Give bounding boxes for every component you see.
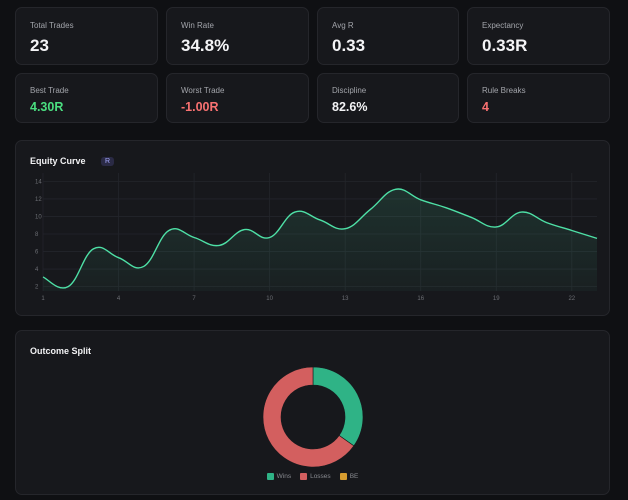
x-tick-label: 1 — [41, 296, 45, 302]
stat-label: Total Trades — [30, 21, 74, 30]
stat-card-worst-trade: Worst Trade -1.00R — [166, 73, 309, 123]
y-tick-label: 8 — [35, 232, 39, 238]
legend-item-wins[interactable]: Wins — [266, 473, 292, 480]
legend-item-be[interactable]: BE — [339, 473, 359, 480]
equity-point[interactable] — [316, 216, 324, 224]
stat-label: Expectancy — [482, 21, 524, 30]
stat-card-discipline: Discipline 82.6% — [317, 73, 459, 123]
equity-point[interactable] — [64, 283, 72, 291]
outcome-donut-chart[interactable] — [16, 331, 611, 471]
equity-point[interactable] — [467, 213, 475, 221]
y-tick-label: 12 — [35, 197, 42, 203]
equity-point[interactable] — [543, 219, 551, 227]
equity-point[interactable] — [215, 241, 223, 249]
x-tick-label: 22 — [568, 296, 575, 302]
equity-point[interactable] — [89, 245, 97, 253]
equity-point[interactable] — [392, 185, 400, 193]
equity-point[interactable] — [568, 226, 576, 234]
stat-card-expectancy: Expectancy 0.33R — [467, 7, 610, 65]
stat-value: 0.33 — [332, 36, 366, 55]
stat-card-win-rate: Win Rate 34.8% — [166, 7, 309, 65]
legend-swatch — [266, 473, 274, 480]
stat-value: 34.8% — [181, 36, 230, 55]
stat-value: 23 — [30, 36, 49, 55]
equity-point[interactable] — [517, 208, 525, 216]
equity-curve-card: Equity Curve R 2 4 6 8 10 12 14 1 4 7 10 13 16 19 22 — [15, 140, 610, 316]
equity-area — [43, 189, 597, 291]
legend-label: Losses — [310, 473, 331, 480]
legend-swatch — [300, 473, 308, 480]
stat-label: Rule Breaks — [482, 86, 526, 95]
legend-swatch — [339, 473, 347, 480]
stat-value: 82.6% — [332, 100, 368, 114]
stat-label: Avg R — [332, 21, 354, 30]
donut-slice-wins[interactable] — [312, 366, 364, 447]
stat-value: 4.30R — [30, 100, 64, 114]
y-tick-label: 14 — [35, 179, 42, 185]
x-tick-label: 13 — [342, 296, 349, 302]
y-tick-label: 10 — [35, 214, 42, 220]
equity-point[interactable] — [115, 254, 123, 262]
equity-point[interactable] — [140, 262, 148, 270]
equity-point[interactable] — [266, 234, 274, 242]
x-tick-label: 10 — [266, 296, 273, 302]
outcome-split-title: Outcome Split — [30, 346, 92, 356]
legend-label: BE — [349, 473, 359, 480]
equity-point[interactable] — [593, 234, 601, 242]
equity-point[interactable] — [291, 208, 299, 216]
y-tick-label: 2 — [35, 285, 39, 291]
stat-value: 4 — [482, 100, 489, 114]
equity-point[interactable] — [190, 234, 198, 242]
x-tick-label: 16 — [417, 296, 424, 302]
equity-curve-title: Equity Curve — [30, 156, 86, 166]
stat-card-rule-breaks: Rule Breaks 4 — [467, 73, 610, 123]
stat-value: -1.00R — [181, 100, 219, 114]
y-tick-label: 4 — [35, 267, 39, 273]
x-tick-label: 19 — [493, 296, 500, 302]
equity-line — [42, 188, 598, 289]
stat-label: Win Rate — [181, 21, 214, 30]
equity-point[interactable] — [366, 205, 374, 213]
equity-point[interactable] — [492, 223, 500, 231]
stat-card-best-trade: Best Trade 4.30R — [15, 73, 158, 123]
donut-slice-losses[interactable] — [262, 366, 355, 468]
stat-value: 0.33R — [482, 36, 528, 55]
x-tick-label: 7 — [192, 296, 196, 302]
equity-point[interactable] — [240, 226, 248, 234]
equity-point[interactable] — [442, 204, 450, 212]
unit-badge: R — [101, 157, 115, 166]
equity-point[interactable] — [165, 226, 173, 234]
legend-label: Wins — [276, 473, 292, 480]
stat-card-total-trades: Total Trades 23 — [15, 7, 158, 65]
x-tick-label: 4 — [117, 296, 121, 302]
legend-item-losses[interactable]: Losses — [300, 473, 331, 480]
y-tick-label: 6 — [35, 250, 39, 256]
equity-point[interactable] — [417, 196, 425, 204]
stat-label: Discipline — [332, 86, 367, 95]
equity-point[interactable] — [341, 225, 349, 233]
outcome-split-card: Outcome Split Wins Losses BE — [15, 330, 610, 495]
equity-point[interactable] — [39, 273, 47, 281]
stat-label: Best Trade — [30, 86, 69, 95]
stat-label: Worst Trade — [181, 86, 225, 95]
stat-card-avg-r: Avg R 0.33 — [317, 7, 459, 65]
outcome-legend: Wins Losses BE — [16, 473, 609, 480]
